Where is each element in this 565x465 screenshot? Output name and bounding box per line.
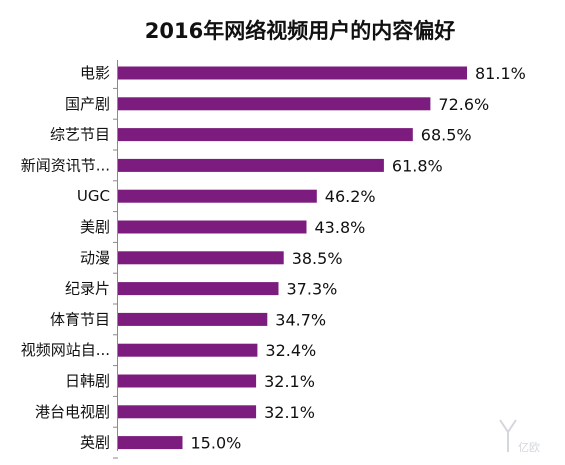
value-label: 32.4%	[265, 341, 316, 360]
chart-title: 2016年网络视频用户的内容偏好	[145, 19, 455, 43]
value-labels: 81.1% 72.6% 68.5% 61.8% 46.2% 43.8% 38.5% 37.3%…	[191, 64, 526, 453]
value-label: 15.0%	[191, 434, 242, 453]
category-label: 视频网站自...	[21, 341, 110, 359]
bar	[118, 374, 257, 388]
value-label: 43.8%	[315, 218, 366, 237]
bar	[118, 189, 317, 203]
bar	[118, 251, 284, 265]
category-label: 新闻资讯节...	[21, 156, 110, 174]
value-label: 46.2%	[325, 187, 376, 206]
category-label: 纪录片	[65, 280, 110, 298]
watermark-logo: 亿欧	[499, 419, 540, 454]
value-label: 61.8%	[392, 156, 443, 175]
category-label: 电影	[80, 64, 110, 82]
category-label: 动漫	[80, 249, 110, 267]
category-label: 国产剧	[65, 95, 110, 113]
bar	[118, 282, 279, 296]
category-label: 日韩剧	[65, 372, 110, 390]
category-label: UGC	[77, 187, 110, 205]
category-label: 综艺节目	[50, 126, 110, 144]
value-label: 34.7%	[275, 310, 326, 329]
category-label: 体育节目	[50, 310, 110, 328]
category-label: 美剧	[80, 218, 110, 236]
bar	[118, 312, 268, 326]
value-label: 72.6%	[438, 95, 489, 114]
value-label: 81.1%	[475, 64, 526, 83]
value-label: 38.5%	[292, 249, 343, 268]
bar	[118, 158, 384, 172]
value-label: 37.3%	[287, 280, 338, 299]
bar	[118, 405, 257, 419]
watermark-logo-icon	[499, 419, 517, 452]
bar	[118, 128, 413, 142]
bar	[118, 343, 258, 357]
bars-group	[113, 66, 467, 459]
value-label: 32.1%	[264, 403, 315, 422]
bar	[118, 97, 431, 111]
bar	[118, 220, 307, 234]
value-label: 32.1%	[264, 372, 315, 391]
category-label: 港台电视剧	[35, 403, 110, 421]
value-label: 68.5%	[421, 126, 472, 145]
bar	[118, 436, 183, 450]
watermark-text: 亿欧	[518, 441, 540, 454]
bar	[118, 66, 467, 80]
category-label: 英剧	[80, 434, 110, 452]
